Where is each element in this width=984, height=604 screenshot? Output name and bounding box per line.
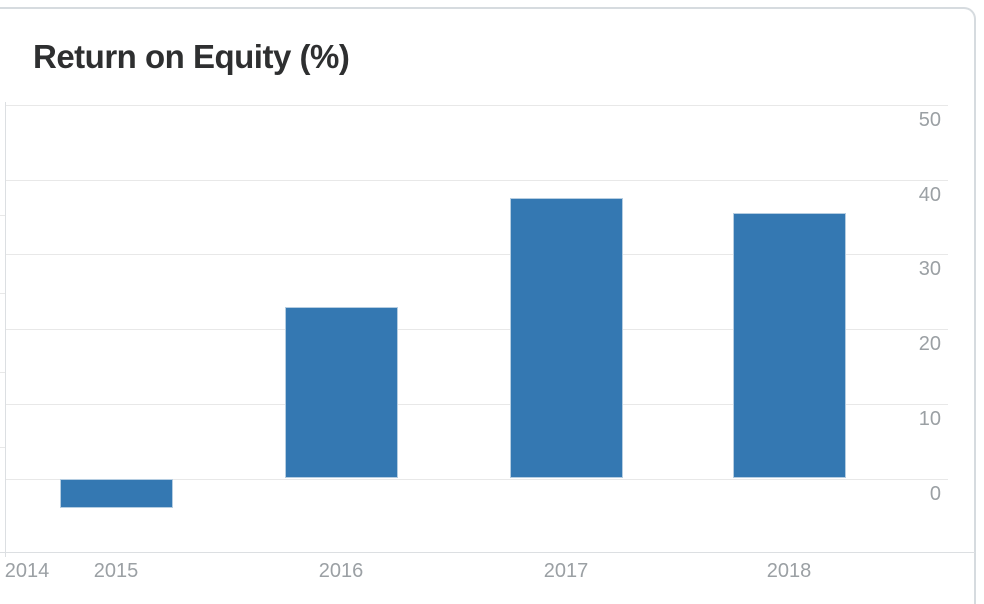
gridline-y-20 [6,329,948,330]
gridline-y-0 [6,479,948,480]
x-axis-line [0,552,975,553]
adjacent-chart-gridline-stub [0,215,5,216]
x-axis-tick-label-2014: 2014 [4,560,50,582]
y-axis-tick-label: 40 [918,184,941,206]
gridline-y-10 [6,404,948,405]
x-axis-tick-label-2018: 2018 [766,560,812,582]
adjacent-chart-gridline-stub [0,447,5,448]
gridline-y-30 [6,254,948,255]
chart-title: Return on Equity (%) [33,38,350,75]
adjacent-chart-gridline-stub [0,372,5,373]
bar-2017[interactable] [509,198,623,478]
bar-2018[interactable] [732,213,846,478]
bar-2016[interactable] [284,307,398,478]
adjacent-chart-gridline-stub [0,293,5,294]
y-axis-tick-label: 0 [929,483,941,505]
bar-2015[interactable] [59,479,173,508]
gridline-y-50 [6,105,948,106]
x-axis-tick-label-2016: 2016 [318,560,364,582]
gridline-y-40 [6,180,948,181]
y-axis-tick-label: 50 [918,109,941,131]
y-axis-line [5,102,6,557]
x-axis-tick-label-2015: 2015 [93,560,139,582]
x-axis-tick-label-2017: 2017 [543,560,589,582]
y-axis-tick-label: 30 [918,258,941,280]
y-axis-tick-label: 10 [918,408,941,430]
y-axis-tick-label: 20 [918,333,941,355]
